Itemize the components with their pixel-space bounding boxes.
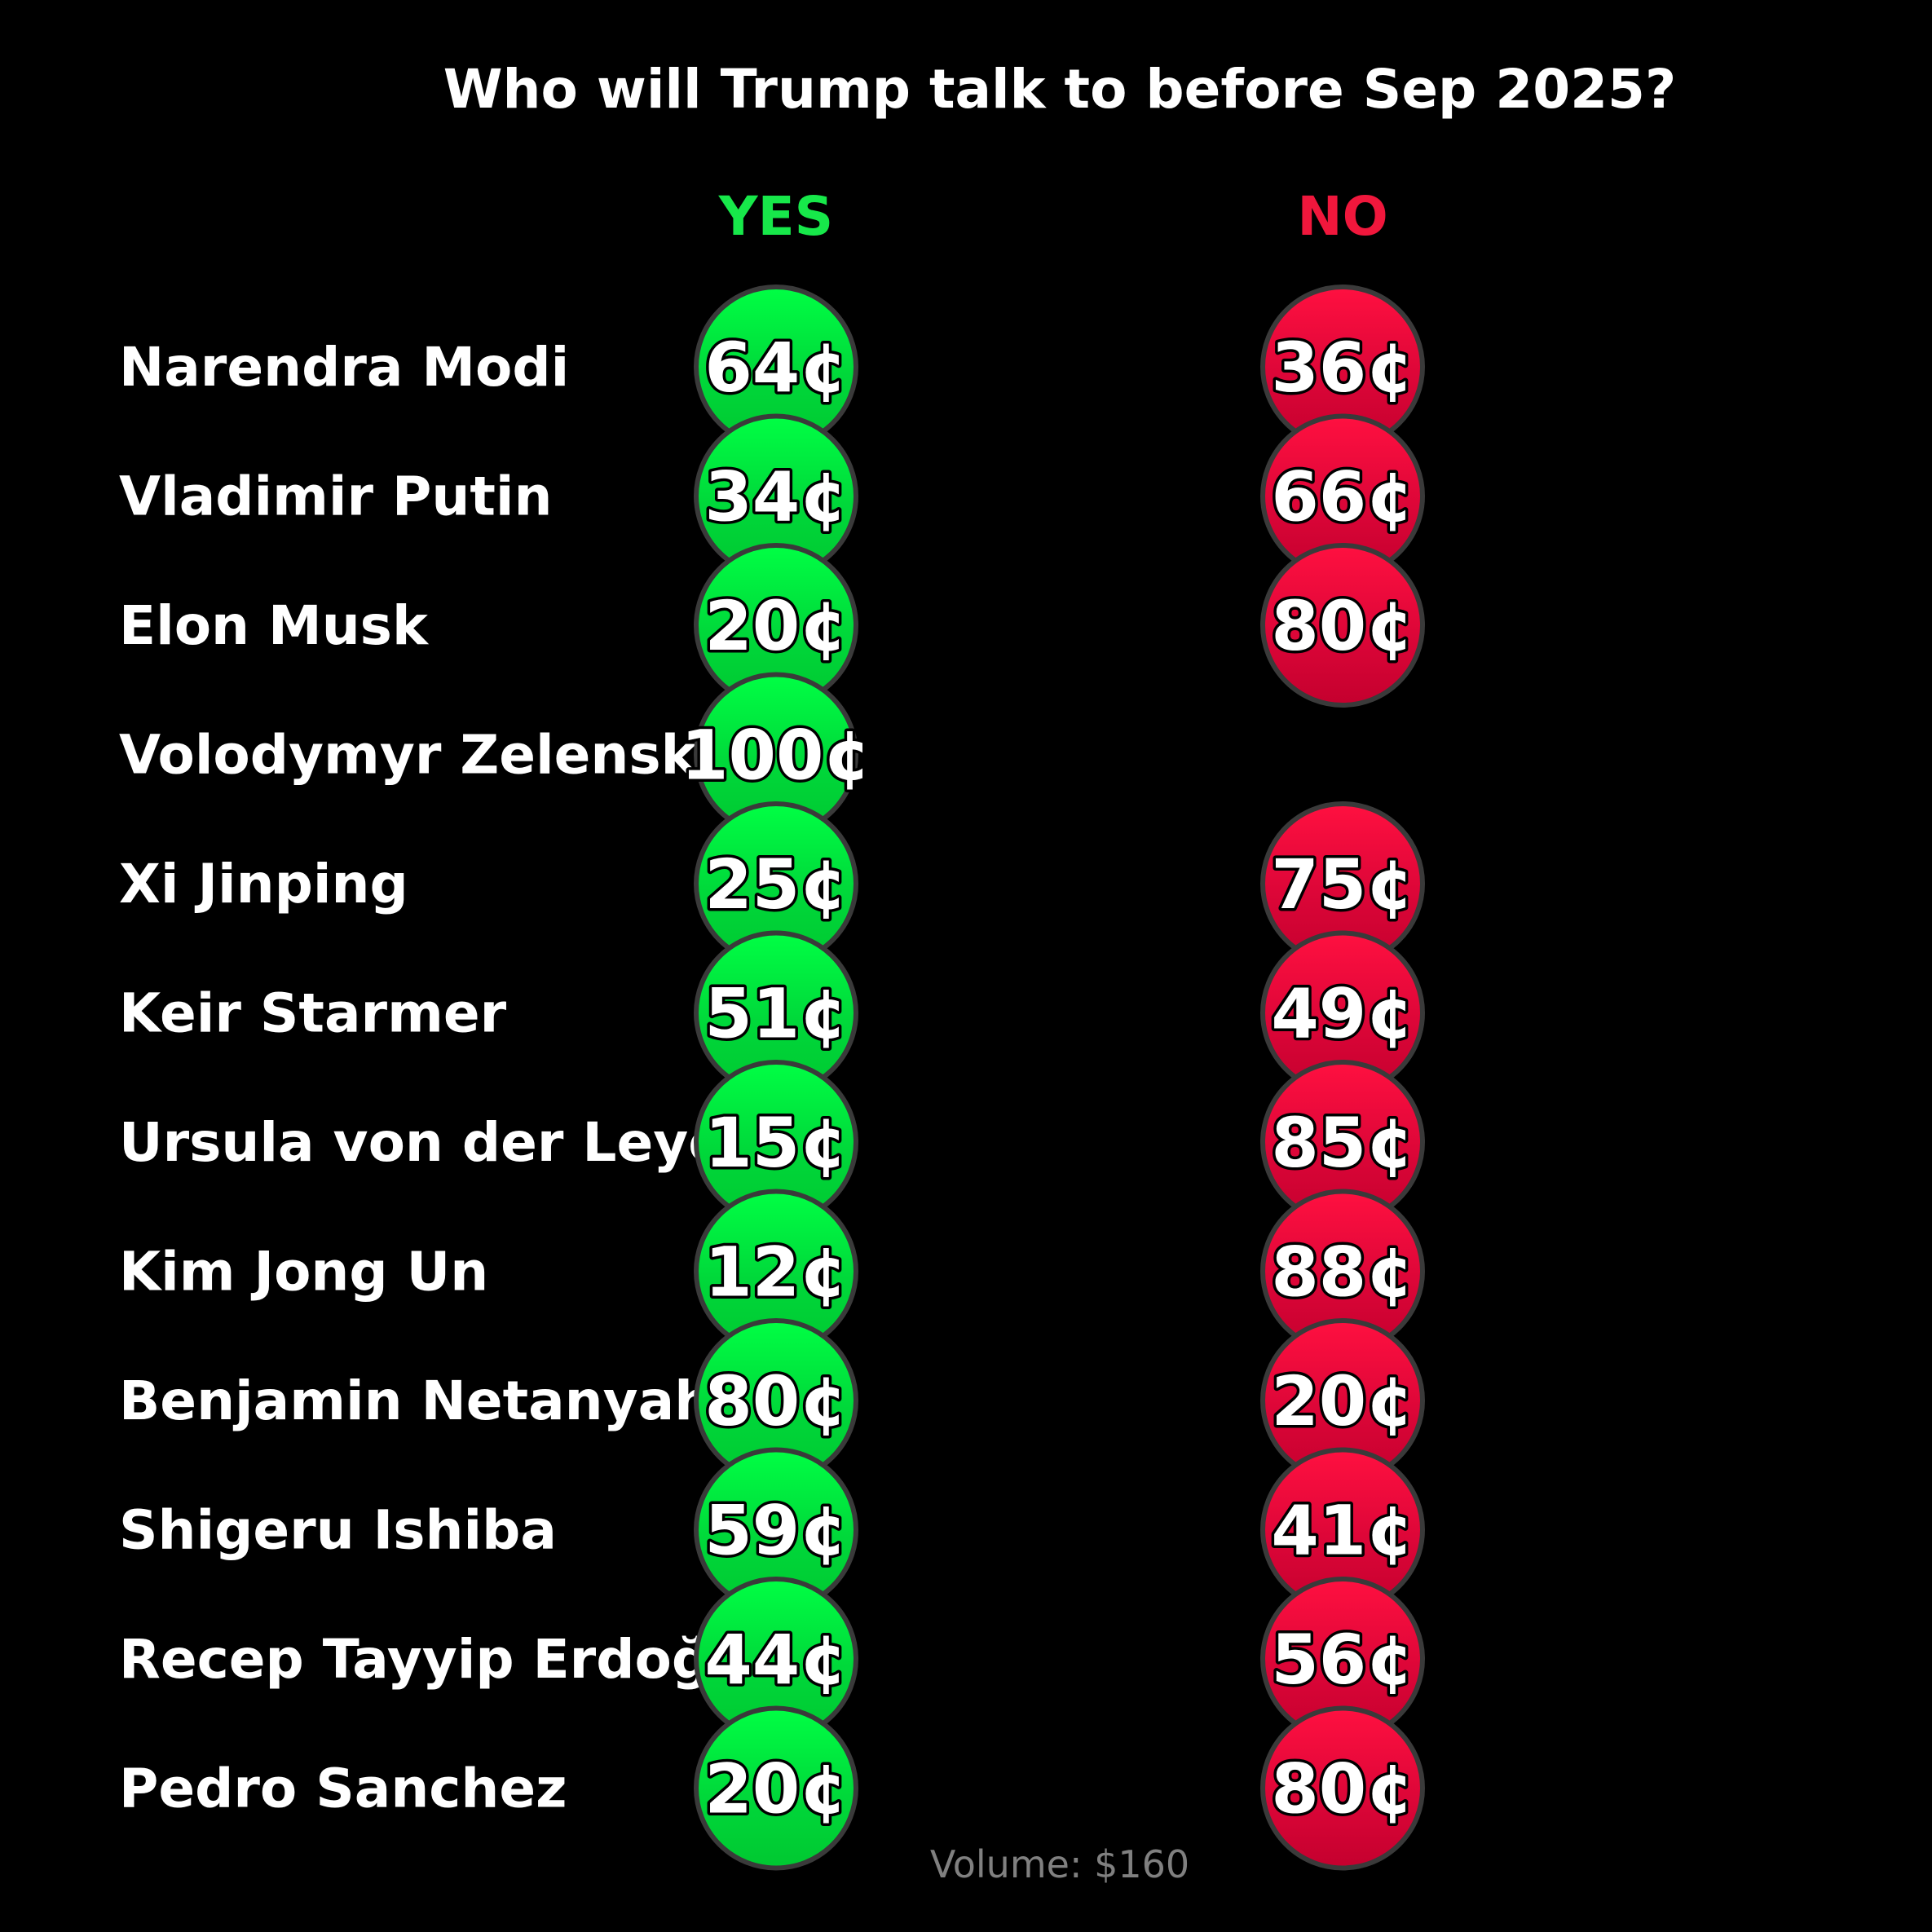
- yes-price-bubble-volodymyr-zelenskyy[interactable]: 100¢: [678, 672, 874, 837]
- yes-price-bubble-shigeru-ishiba[interactable]: 59¢: [694, 1447, 858, 1612]
- no-price-bubble-keir-starmer[interactable]: 49¢: [1260, 930, 1425, 1096]
- no-price-label: 80¢: [1271, 586, 1414, 666]
- yes-price-bubble-narendra-modi[interactable]: 64¢: [694, 285, 858, 449]
- row-label-recep-tayyip-erdogan: Recep Tayyip Erdoğan: [119, 1628, 785, 1691]
- no-price-label: 41¢: [1271, 1491, 1414, 1571]
- yes-price-label: 64¢: [704, 328, 847, 408]
- no-price-bubble-ursula-von-der-leyen[interactable]: 85¢: [1260, 1060, 1425, 1224]
- yes-price-label: 20¢: [704, 1749, 847, 1829]
- yes-price-bubble-ursula-von-der-leyen[interactable]: 15¢: [694, 1060, 858, 1224]
- column-header-no: NO: [1297, 185, 1387, 248]
- price-bubbles: 64¢ 36¢ 34¢ 66¢ 20¢ 80¢ 100¢ 25¢ 75¢ 51¢ 49¢ 15¢ 85¢…: [678, 285, 1425, 1871]
- row-label-kim-jong-un: Kim Jong Un: [119, 1241, 488, 1303]
- yes-price-label: 59¢: [704, 1491, 847, 1571]
- no-price-bubble-narendra-modi[interactable]: 36¢: [1260, 285, 1425, 449]
- no-price-label: 80¢: [1271, 1749, 1414, 1829]
- yes-bubble-circle: [694, 1705, 858, 1871]
- yes-price-label: 20¢: [704, 586, 847, 666]
- row-label-shigeru-ishiba: Shigeru Ishiba: [119, 1499, 557, 1562]
- yes-price-bubble-keir-starmer[interactable]: 51¢: [694, 930, 858, 1096]
- no-price-label: 56¢: [1271, 1620, 1414, 1700]
- yes-price-bubble-recep-tayyip-erdogan[interactable]: 44¢: [694, 1577, 858, 1741]
- yes-price-bubble-pedro-sanchez[interactable]: 20¢: [694, 1705, 858, 1871]
- column-header-yes: YES: [718, 185, 833, 248]
- chart-title: Who will Trump talk to before Sep 2025?: [443, 58, 1677, 121]
- yes-price-bubble-vladimir-putin[interactable]: 34¢: [694, 413, 858, 579]
- no-price-bubble-kim-jong-un[interactable]: 88¢: [1260, 1189, 1425, 1354]
- no-price-label: 85¢: [1271, 1103, 1414, 1183]
- row-label-elon-musk: Elon Musk: [119, 594, 430, 657]
- yes-price-bubble-benjamin-netanyahu[interactable]: 80¢: [694, 1318, 858, 1483]
- no-price-bubble-elon-musk[interactable]: 80¢: [1260, 543, 1425, 708]
- no-price-label: 36¢: [1271, 328, 1414, 408]
- no-bubble-circle: [1260, 1705, 1425, 1871]
- row-labels: Narendra Modi Vladimir Putin Elon Musk Volo…: [119, 336, 785, 1820]
- yes-price-label: 51¢: [704, 974, 847, 1054]
- yes-price-label: 15¢: [704, 1103, 847, 1183]
- row-label-vladimir-putin: Vladimir Putin: [119, 465, 553, 528]
- yes-price-label: 25¢: [704, 845, 847, 924]
- no-price-bubble-shigeru-ishiba[interactable]: 41¢: [1260, 1447, 1425, 1612]
- row-label-keir-starmer: Keir Starmer: [119, 982, 507, 1045]
- yes-price-label: 44¢: [704, 1620, 847, 1700]
- row-label-volodymyr-zelenskyy: Volodymyr Zelenskyy: [119, 724, 767, 787]
- yes-price-bubble-xi-jinping[interactable]: 25¢: [694, 801, 858, 966]
- row-label-benjamin-netanyahu: Benjamin Netanyahu: [119, 1370, 751, 1432]
- no-price-label: 75¢: [1271, 845, 1414, 924]
- yes-price-label: 80¢: [704, 1361, 847, 1441]
- no-bubble-circle: [1260, 543, 1425, 708]
- yes-price-label: 12¢: [704, 1233, 847, 1312]
- volume-label: Volume: $160: [930, 1842, 1189, 1886]
- row-label-pedro-sanchez: Pedro Sanchez: [119, 1758, 567, 1820]
- yes-price-label: 100¢: [681, 716, 871, 796]
- market-rows: Narendra Modi Vladimir Putin Elon Musk Volo…: [119, 285, 1425, 1871]
- no-price-bubble-recep-tayyip-erdogan[interactable]: 56¢: [1260, 1577, 1425, 1741]
- yes-price-bubble-kim-jong-un[interactable]: 12¢: [694, 1189, 858, 1354]
- yes-price-label: 34¢: [704, 457, 847, 537]
- no-price-label: 49¢: [1271, 974, 1414, 1054]
- row-label-ursula-von-der-leyen: Ursula von der Leyen: [119, 1111, 763, 1174]
- no-price-bubble-vladimir-putin[interactable]: 66¢: [1260, 413, 1425, 579]
- no-price-label: 20¢: [1271, 1361, 1414, 1441]
- row-label-narendra-modi: Narendra Modi: [119, 336, 569, 399]
- no-price-bubble-xi-jinping[interactable]: 75¢: [1260, 801, 1425, 966]
- no-price-bubble-pedro-sanchez[interactable]: 80¢: [1260, 1705, 1425, 1871]
- row-label-xi-jinping: Xi Jinping: [119, 853, 408, 915]
- no-price-label: 66¢: [1271, 457, 1414, 537]
- no-price-label: 88¢: [1271, 1233, 1414, 1312]
